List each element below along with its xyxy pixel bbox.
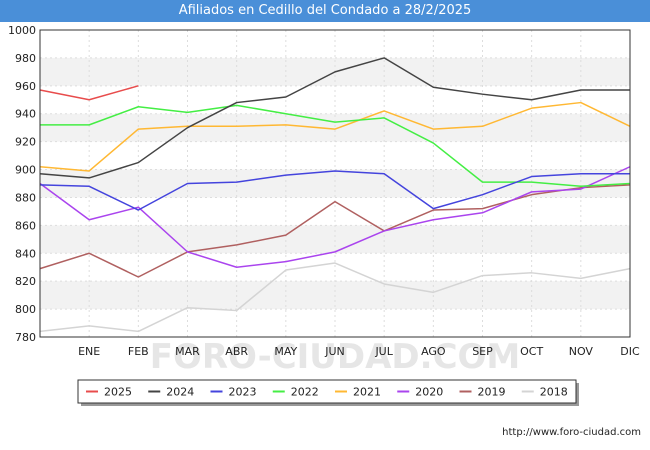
y-tick-label: 940 xyxy=(15,108,36,121)
x-tick-label: AGO xyxy=(421,345,446,358)
y-tick-label: 1000 xyxy=(8,24,36,37)
legend-label-2025: 2025 xyxy=(104,386,132,399)
x-tick-label: MAR xyxy=(175,345,200,358)
x-tick-label: ENE xyxy=(78,345,100,358)
plot-frame xyxy=(39,29,631,338)
legend-box xyxy=(77,379,577,404)
x-axis-ticks: ENE FEB MAR ABR MAY JUN JUL AGO SEP OCT NOV DIC xyxy=(78,345,640,358)
series-line-2023 xyxy=(39,170,630,211)
x-tick-label: SEP xyxy=(472,345,493,358)
series-line-2025 xyxy=(39,85,139,101)
watermark-text: FORO-CIUDAD.COM xyxy=(150,337,521,377)
legend-label-2022: 2022 xyxy=(291,386,319,399)
y-tick-label: 980 xyxy=(15,52,36,65)
y-tick-label: 960 xyxy=(15,80,36,93)
legend-label-2019: 2019 xyxy=(478,386,506,399)
y-tick-label: 840 xyxy=(15,247,36,260)
x-tick-label: OCT xyxy=(520,345,543,358)
watermark: FORO-CIUDAD.COM xyxy=(150,337,521,377)
legend-label-2020: 2020 xyxy=(415,386,443,399)
x-tick-label: FEB xyxy=(128,345,149,358)
y-tick-label: 780 xyxy=(15,331,36,344)
series-line-2019 xyxy=(39,184,631,278)
y-tick-label: 900 xyxy=(15,164,36,177)
series-line-2020 xyxy=(39,166,631,268)
legend-label-2018: 2018 xyxy=(540,386,568,399)
legend-label-2021: 2021 xyxy=(353,386,381,399)
y-axis-ticks: 780 800 820 840 860 880 900 920 940 960 980 1000 xyxy=(8,24,36,344)
x-tick-label: NOV xyxy=(569,345,594,358)
legend-label-2023: 2023 xyxy=(229,386,257,399)
series-line-2024 xyxy=(39,57,630,179)
y-tick-label: 820 xyxy=(15,275,36,288)
plot-band xyxy=(40,225,630,254)
footer-url: http://www.foro-ciudad.com xyxy=(502,427,641,438)
y-tick-label: 920 xyxy=(15,136,36,149)
y-tick-label: 880 xyxy=(15,191,36,204)
x-tick-label: ABR xyxy=(225,345,248,358)
plot-band xyxy=(40,169,630,198)
series-lines xyxy=(39,57,631,333)
chart-title: Afiliados en Cedillo del Condado a 28/2/… xyxy=(0,0,650,22)
x-tick-label: DIC xyxy=(620,345,640,358)
series-line-2018 xyxy=(39,262,631,333)
x-tick-label: JUL xyxy=(374,345,393,358)
series-line-2022 xyxy=(40,104,631,188)
legend: 2025 2024 2023 2022 2021 2020 2019 2018 xyxy=(77,379,579,406)
x-tick-label: MAY xyxy=(274,345,297,358)
x-tick-label: JUN xyxy=(324,345,345,358)
series-line-2021 xyxy=(39,101,631,172)
y-tick-label: 800 xyxy=(15,303,36,316)
y-tick-label: 860 xyxy=(15,219,36,232)
legend-label-2024: 2024 xyxy=(166,386,194,399)
plot-border xyxy=(39,29,631,338)
